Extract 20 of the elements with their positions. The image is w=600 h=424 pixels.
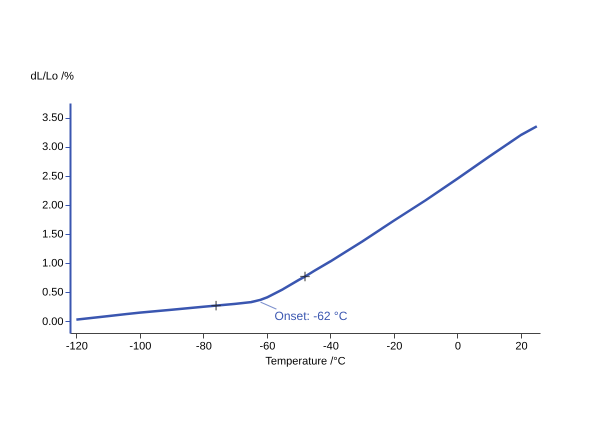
y-tick-label: 0.00 bbox=[42, 316, 64, 328]
y-tick-label: 0.50 bbox=[42, 286, 64, 299]
x-tick-label: -20 bbox=[386, 340, 402, 352]
y-tick-label: 3.00 bbox=[42, 141, 64, 154]
y-tick-label: 1.50 bbox=[42, 228, 64, 241]
y-tick-label: 2.50 bbox=[42, 170, 64, 182]
x-tick-label: 0 bbox=[454, 340, 461, 352]
x-tick-label: 20 bbox=[515, 340, 528, 352]
x-tick-label: -80 bbox=[196, 340, 212, 352]
x-tick-label: -100 bbox=[129, 340, 152, 352]
y-axis-title: dL/Lo /% bbox=[30, 70, 74, 82]
x-tick-label: -40 bbox=[322, 340, 339, 352]
line-series bbox=[75, 125, 538, 321]
x-tick-label: -60 bbox=[259, 340, 276, 352]
y-tick-label: 2.00 bbox=[42, 199, 64, 212]
x-axis-title: Temperature /°C bbox=[265, 356, 346, 368]
y-tick-label: 3.50 bbox=[42, 112, 64, 124]
annotation: Onset: -62 °C bbox=[274, 309, 348, 324]
y-tick-label: 1.00 bbox=[42, 258, 64, 270]
x-tick-label: -120 bbox=[66, 340, 88, 352]
